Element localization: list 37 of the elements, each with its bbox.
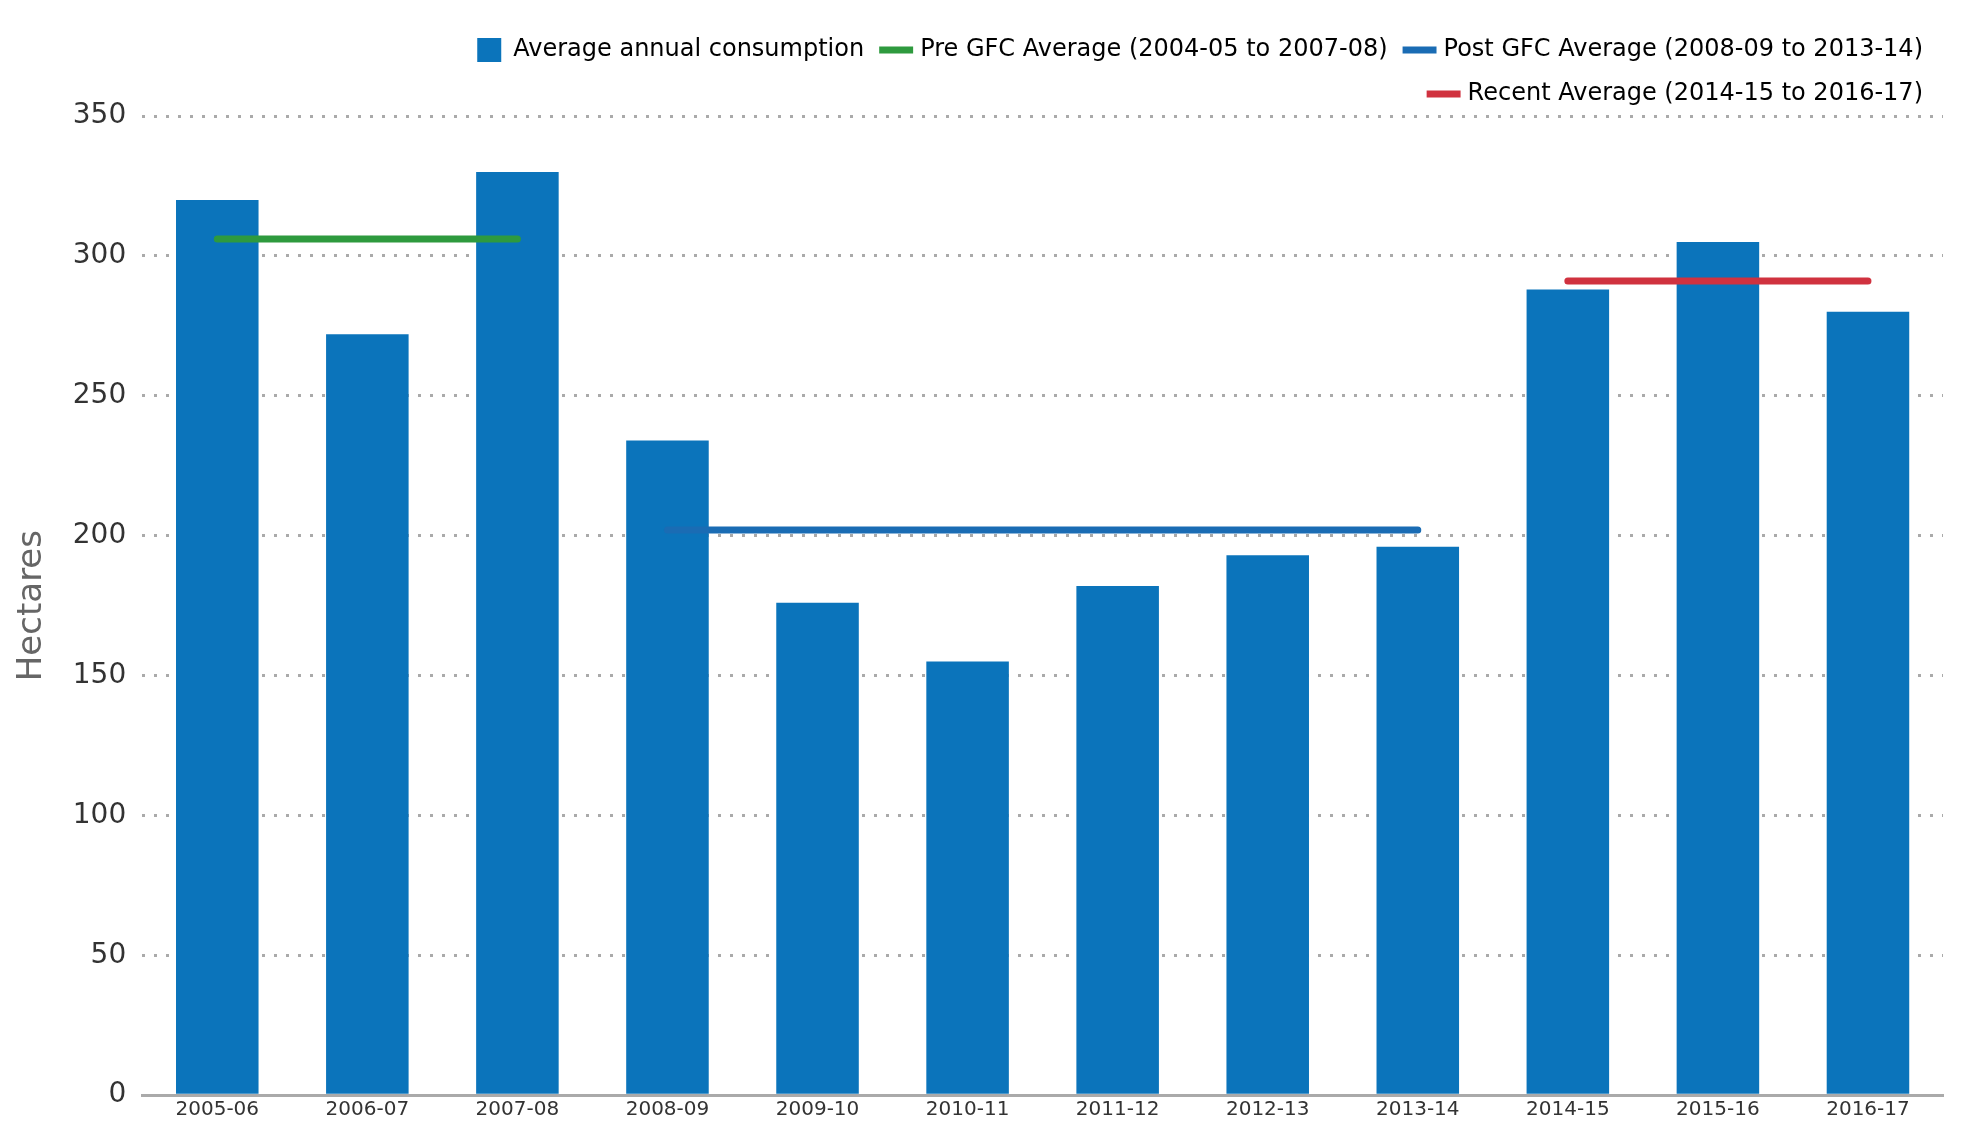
y-tick-label: 150 [72,656,127,690]
y-tick-label: 200 [72,516,127,550]
x-tick-label: 2012-13 [1225,1096,1310,1121]
bar [626,440,709,1094]
x-tick-label: 2005-06 [175,1096,260,1121]
y-axis-title: Hectares [9,529,50,682]
bar [1376,546,1460,1094]
bar [776,602,859,1094]
x-tick-label: 2015-16 [1676,1096,1760,1121]
y-tick-label: 100 [72,796,127,830]
x-tick-label: 2010-11 [925,1096,1010,1121]
bar [1226,555,1309,1094]
bar [326,334,409,1094]
x-tick-label: 2011-12 [1075,1096,1160,1121]
x-tick-label: 2006-07 [325,1096,410,1121]
x-tick-label: 2007-08 [475,1096,560,1121]
legend-label: Recent Average (2014-15 to 2016-17) [1467,78,1923,107]
legend-label: Average annual consumption [513,34,865,63]
y-tick-label: 350 [72,97,127,131]
bar [1526,289,1610,1094]
bar [1676,241,1760,1094]
y-tick-label: 50 [90,936,127,970]
legend-label: Post GFC Average (2008-09 to 2013-14) [1443,34,1923,63]
bar [1076,586,1159,1094]
x-tick-label: 2008-09 [625,1096,710,1121]
x-tick-label: 2013-14 [1375,1096,1460,1121]
y-tick-label: 300 [72,237,127,271]
x-tick-label: 2009-10 [775,1096,860,1121]
bar [1826,311,1910,1094]
y-tick-label: 250 [72,377,127,411]
x-tick-label: 2016-17 [1826,1096,1910,1121]
legend-label: Pre GFC Average (2004-05 to 2007-08) [920,34,1388,63]
bar [476,171,559,1094]
y-tick-label: 0 [108,1076,127,1110]
bar [176,199,259,1094]
bar [926,661,1009,1094]
x-tick-label: 2014-15 [1526,1096,1610,1121]
